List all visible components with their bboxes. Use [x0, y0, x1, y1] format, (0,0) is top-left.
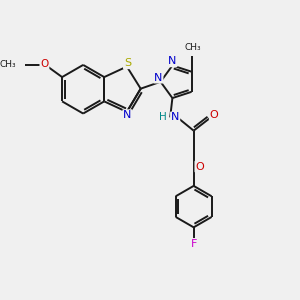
Text: S: S: [124, 58, 131, 68]
Text: N: N: [154, 73, 163, 82]
Text: N: N: [171, 112, 179, 122]
Text: F: F: [190, 239, 197, 249]
Text: CH₃: CH₃: [0, 60, 16, 69]
Text: N: N: [123, 110, 132, 120]
Text: O: O: [210, 110, 218, 120]
Text: O: O: [40, 59, 49, 69]
Text: N: N: [168, 56, 177, 66]
Text: CH₃: CH₃: [184, 44, 201, 52]
Text: O: O: [195, 162, 204, 172]
Text: H: H: [159, 112, 166, 122]
